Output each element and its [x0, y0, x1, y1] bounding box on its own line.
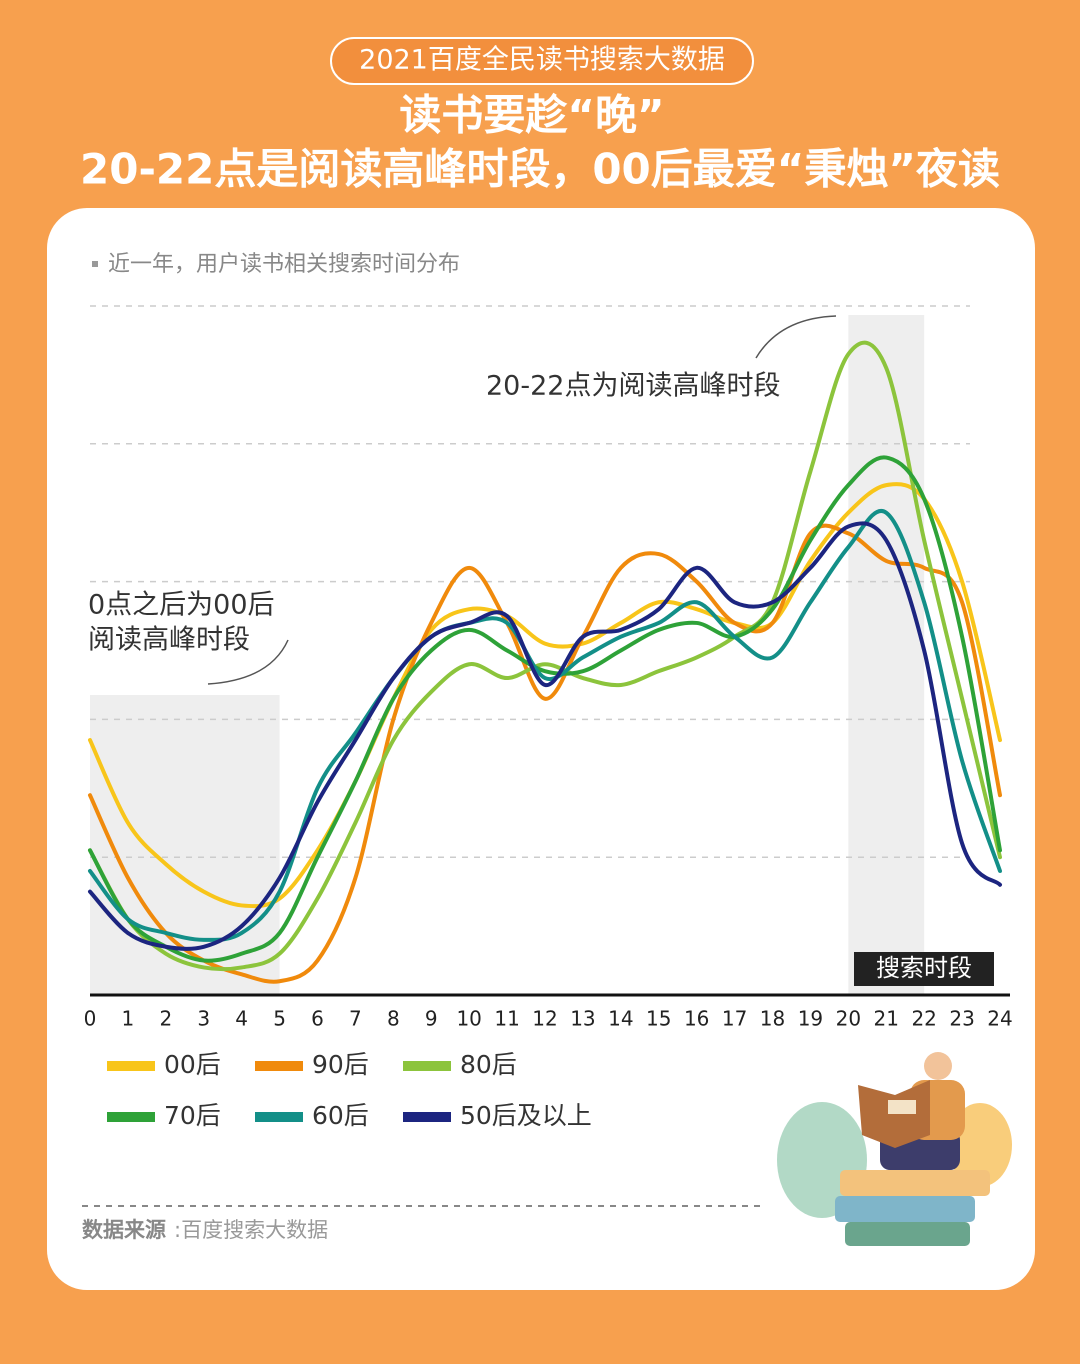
legend-label: 60后 — [312, 1101, 369, 1130]
legend-swatch — [403, 1061, 451, 1071]
x-tick-label: 10 — [456, 1007, 481, 1031]
x-tick-label: 21 — [874, 1007, 899, 1031]
x-tick-label: 15 — [646, 1007, 671, 1031]
annotation-line — [207, 639, 289, 685]
annotation-line — [755, 315, 837, 359]
legend: 00后 90后 80后 70后 60后 50后及以上 — [107, 1050, 592, 1130]
highlight-band — [848, 315, 925, 995]
subtitle: 近一年，用户读书相关搜索时间分布 — [108, 252, 460, 277]
x-tick-label: 4 — [235, 1007, 248, 1031]
legend-label: 00后 — [164, 1050, 221, 1079]
plot: 0 1 2 3 4 5 6 7 8 9 10 11 12 13 14 15 16 17 18 19 20 21 22 23 24 — [84, 305, 1013, 1031]
source-label: 数据来源 — [82, 1218, 166, 1242]
x-tick-label: 24 — [987, 1007, 1012, 1031]
annotation: 阅读高峰时段 — [88, 625, 250, 656]
x-tick-label: 3 — [197, 1007, 210, 1031]
badge-text: 2021百度全民读书搜索大数据 — [359, 45, 725, 76]
x-tick-label: 20 — [836, 1007, 861, 1031]
highlight-label: 搜索时段 — [876, 954, 972, 982]
legend-swatch — [403, 1112, 451, 1122]
source-value: :百度搜索大数据 — [174, 1218, 328, 1242]
series-line — [88, 482, 1002, 909]
title: 20-22点是阅读高峰时段，00后最爱“秉烛”夜读 — [80, 145, 1000, 194]
x-tick-label: 5 — [273, 1007, 286, 1031]
legend-swatch — [107, 1112, 155, 1122]
legend-swatch — [107, 1061, 155, 1071]
x-tick-label: 7 — [349, 1007, 362, 1031]
x-tick-label: 16 — [684, 1007, 709, 1031]
series-line — [88, 521, 1002, 951]
annotation: 20-22点为阅读高峰时段 — [486, 371, 780, 402]
x-tick-label: 12 — [532, 1007, 557, 1031]
x-tick-label: 14 — [608, 1007, 633, 1031]
x-tick-label: 17 — [722, 1007, 747, 1031]
x-tick-label: 2 — [159, 1007, 172, 1031]
title: 读书要趁“晚” — [399, 91, 664, 140]
x-tick-label: 19 — [798, 1007, 823, 1031]
card — [47, 208, 1035, 1290]
x-tick-label: 1 — [122, 1007, 135, 1031]
illustration — [777, 1052, 1012, 1246]
x-tick-label: 18 — [760, 1007, 785, 1031]
highlight-band — [90, 695, 280, 995]
x-tick-label: 11 — [494, 1007, 519, 1031]
legend-label: 70后 — [164, 1101, 221, 1130]
x-tick-label: 8 — [387, 1007, 400, 1031]
bullet — [92, 261, 98, 267]
legend-swatch — [255, 1061, 303, 1071]
legend-label: 90后 — [312, 1050, 369, 1079]
x-tick-label: 0 — [84, 1007, 97, 1031]
x-tick-label: 22 — [911, 1007, 936, 1031]
highlight-label-bg — [854, 952, 994, 986]
legend-label: 80后 — [460, 1050, 517, 1079]
annotation: 0点之后为00后 — [88, 590, 275, 621]
legend-label: 50后及以上 — [460, 1101, 592, 1130]
x-tick-label: 6 — [311, 1007, 324, 1031]
series-line — [88, 455, 1002, 963]
badge — [330, 37, 754, 85]
series-line — [88, 340, 1002, 972]
x-tick-label: 13 — [570, 1007, 595, 1031]
x-tick-label: 23 — [949, 1007, 974, 1031]
x-tick-label: 9 — [425, 1007, 438, 1031]
legend-swatch — [255, 1112, 303, 1122]
